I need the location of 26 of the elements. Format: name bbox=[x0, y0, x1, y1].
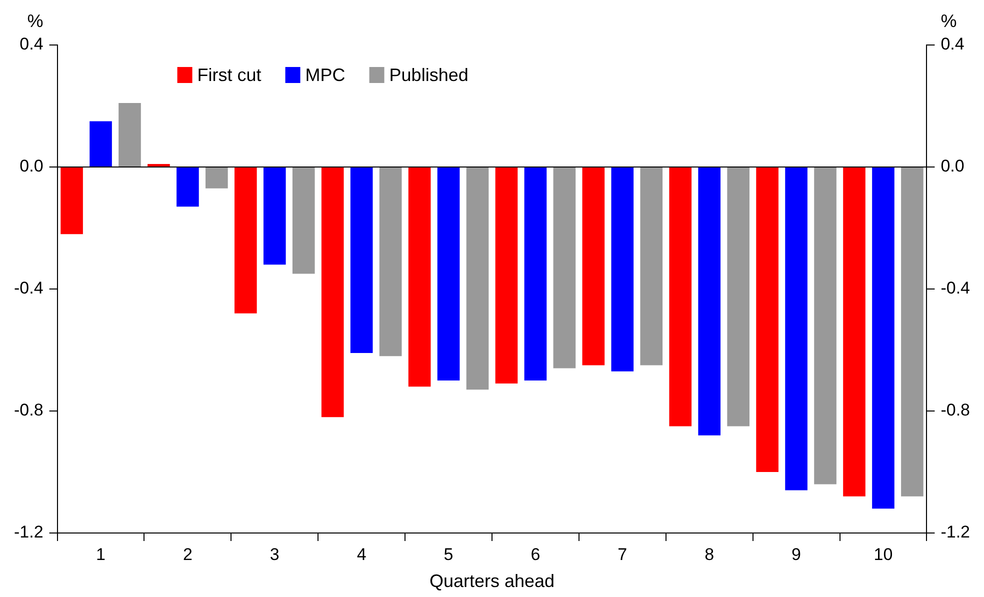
y-tick-label: -1.2 bbox=[14, 522, 44, 542]
x-tick-label: 9 bbox=[792, 544, 802, 564]
x-tick-label: 7 bbox=[618, 544, 628, 564]
x-tick-label: 5 bbox=[444, 544, 454, 564]
legend-label: First cut bbox=[197, 64, 262, 85]
x-axis-title: Quarters ahead bbox=[429, 571, 555, 592]
y-tick-label: -0.8 bbox=[14, 400, 44, 420]
legend-label: MPC bbox=[305, 64, 346, 85]
x-tick-label: 3 bbox=[270, 544, 280, 564]
x-tick-label: 1 bbox=[96, 544, 106, 564]
x-tick-label: 4 bbox=[356, 544, 366, 564]
x-tick-label: 10 bbox=[874, 544, 893, 564]
x-tick-label: 2 bbox=[182, 544, 192, 564]
y2-tick-label: 0.0 bbox=[940, 156, 964, 176]
y-tick-label: 0.0 bbox=[20, 156, 44, 176]
y2-tick-label: 0.4 bbox=[940, 34, 964, 54]
x-tick-label: 8 bbox=[704, 544, 714, 564]
legend-label: Published bbox=[389, 64, 468, 85]
y2-tick-label: -1.2 bbox=[940, 522, 970, 542]
y2-tick-label: -0.8 bbox=[940, 400, 970, 420]
y-tick-label: 0.4 bbox=[20, 34, 44, 54]
y-tick-label: -0.4 bbox=[14, 278, 44, 298]
y2-tick-label: -0.4 bbox=[940, 278, 970, 298]
y-axis-title: % bbox=[27, 10, 44, 31]
x-tick-label: 6 bbox=[530, 544, 540, 564]
y2-axis-title: % bbox=[940, 10, 957, 31]
